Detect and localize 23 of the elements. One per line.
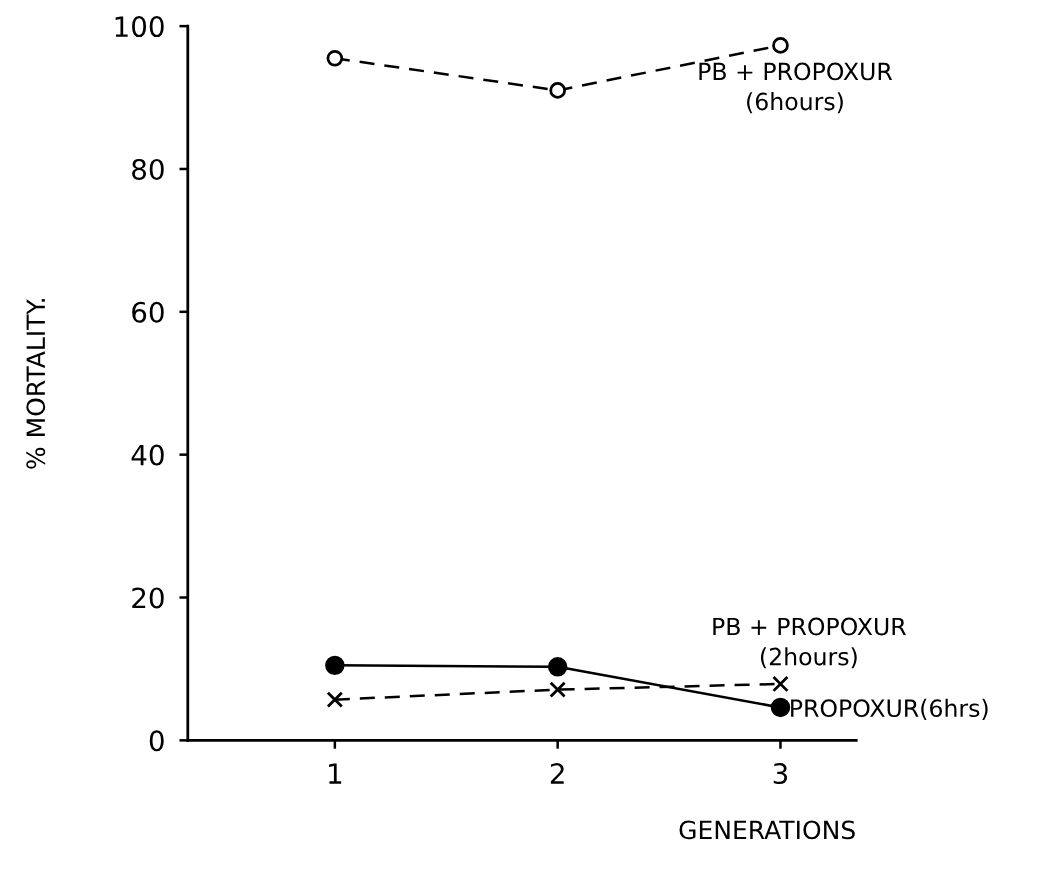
y-tick-label: 100: [115, 16, 164, 38]
y-tick-label: 80: [132, 158, 164, 180]
x-axis-title: GENERATIONS: [679, 820, 855, 840]
series-label: PB + PROPOXUR (6hours): [699, 62, 893, 114]
point: [325, 655, 345, 676]
y-tick-label: 60: [132, 301, 164, 323]
series-label: PROPOXUR(6hrs): [791, 698, 988, 720]
y-axis-title: % MORTALITY.: [26, 299, 46, 469]
point: [549, 681, 566, 698]
y-tick-label: 40: [131, 444, 164, 466]
point: [770, 697, 791, 718]
y-tick-label: 20: [132, 587, 164, 609]
point: [772, 675, 789, 693]
point: [547, 657, 568, 677]
y-tick-label: 0: [149, 730, 164, 752]
point: [326, 691, 344, 708]
x-tick-label: 2: [550, 763, 564, 784]
series-label: PB + PROPOXUR (2hours): [713, 617, 906, 669]
point: [326, 49, 344, 67]
point: [549, 82, 566, 99]
x-tick-label: 3: [773, 763, 788, 785]
point: [772, 37, 789, 54]
x-tick-label: 1: [329, 763, 342, 784]
